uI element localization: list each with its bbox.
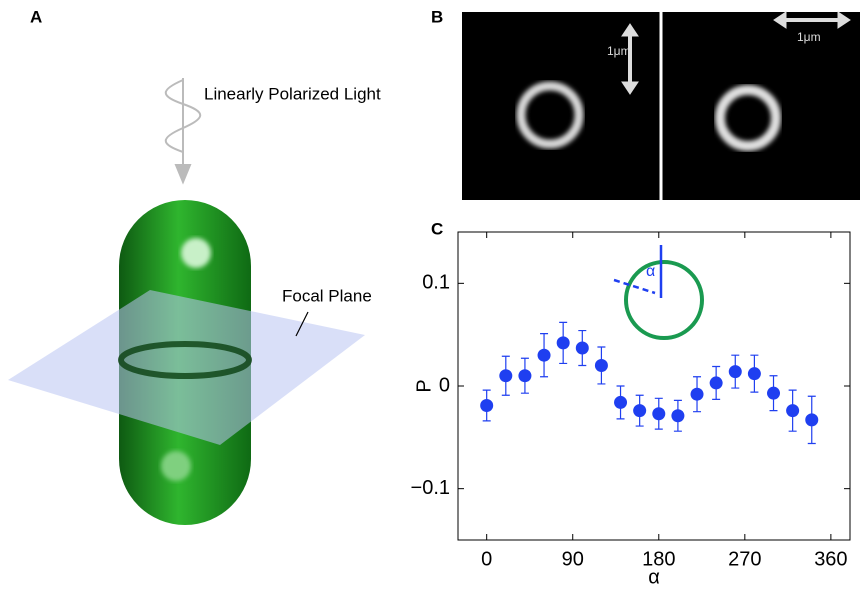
- spot: [181, 238, 211, 268]
- scale-label: 1μm: [797, 30, 821, 44]
- panel-label: C: [431, 219, 443, 238]
- scale-arrow: [621, 11, 851, 95]
- ring-image: [516, 81, 584, 149]
- scale-label: 1μm: [607, 44, 631, 58]
- y-tick-label: 0.1: [422, 272, 450, 294]
- data-point: [556, 336, 570, 350]
- annotation: Linearly Polarized Light: [204, 84, 381, 103]
- data-point: [690, 387, 704, 401]
- inset-label: α: [646, 263, 655, 280]
- data-point: [671, 409, 685, 423]
- data-point: [709, 376, 723, 390]
- data-point: [728, 365, 742, 379]
- ring-image: [715, 85, 781, 151]
- panel-label: B: [431, 7, 443, 26]
- pointer: [295, 311, 309, 337]
- x-tick-label: 360: [814, 548, 847, 570]
- inset-circle: [624, 260, 704, 340]
- inset-direction: [613, 278, 656, 295]
- panel-label: A: [30, 7, 42, 26]
- x-tick-label: 180: [642, 548, 675, 570]
- data-point: [480, 399, 494, 413]
- y-tick-label: −0.1: [411, 477, 450, 499]
- data-point: [575, 341, 589, 355]
- x-tick-label: 90: [562, 548, 584, 570]
- data-point: [518, 369, 532, 383]
- x-tick-label: 0: [481, 548, 492, 570]
- data-point: [633, 404, 647, 418]
- ring: [118, 341, 252, 379]
- data-point: [614, 395, 628, 409]
- data-point: [594, 358, 608, 372]
- focal-plane: [8, 290, 365, 445]
- data-point: [786, 404, 800, 418]
- annotation: Focal Plane: [282, 286, 372, 305]
- data-point: [537, 348, 551, 362]
- x-axis-label: α: [648, 566, 660, 588]
- spot: [161, 451, 191, 481]
- data-point: [747, 367, 761, 381]
- data-point: [499, 369, 513, 383]
- data-point: [767, 386, 781, 400]
- x-tick-label: 270: [728, 548, 761, 570]
- data-point: [652, 407, 666, 421]
- y-axis-label: P: [413, 379, 435, 392]
- light-wave: [164, 78, 202, 185]
- y-tick-label: 0: [439, 374, 450, 396]
- data-point: [805, 413, 819, 427]
